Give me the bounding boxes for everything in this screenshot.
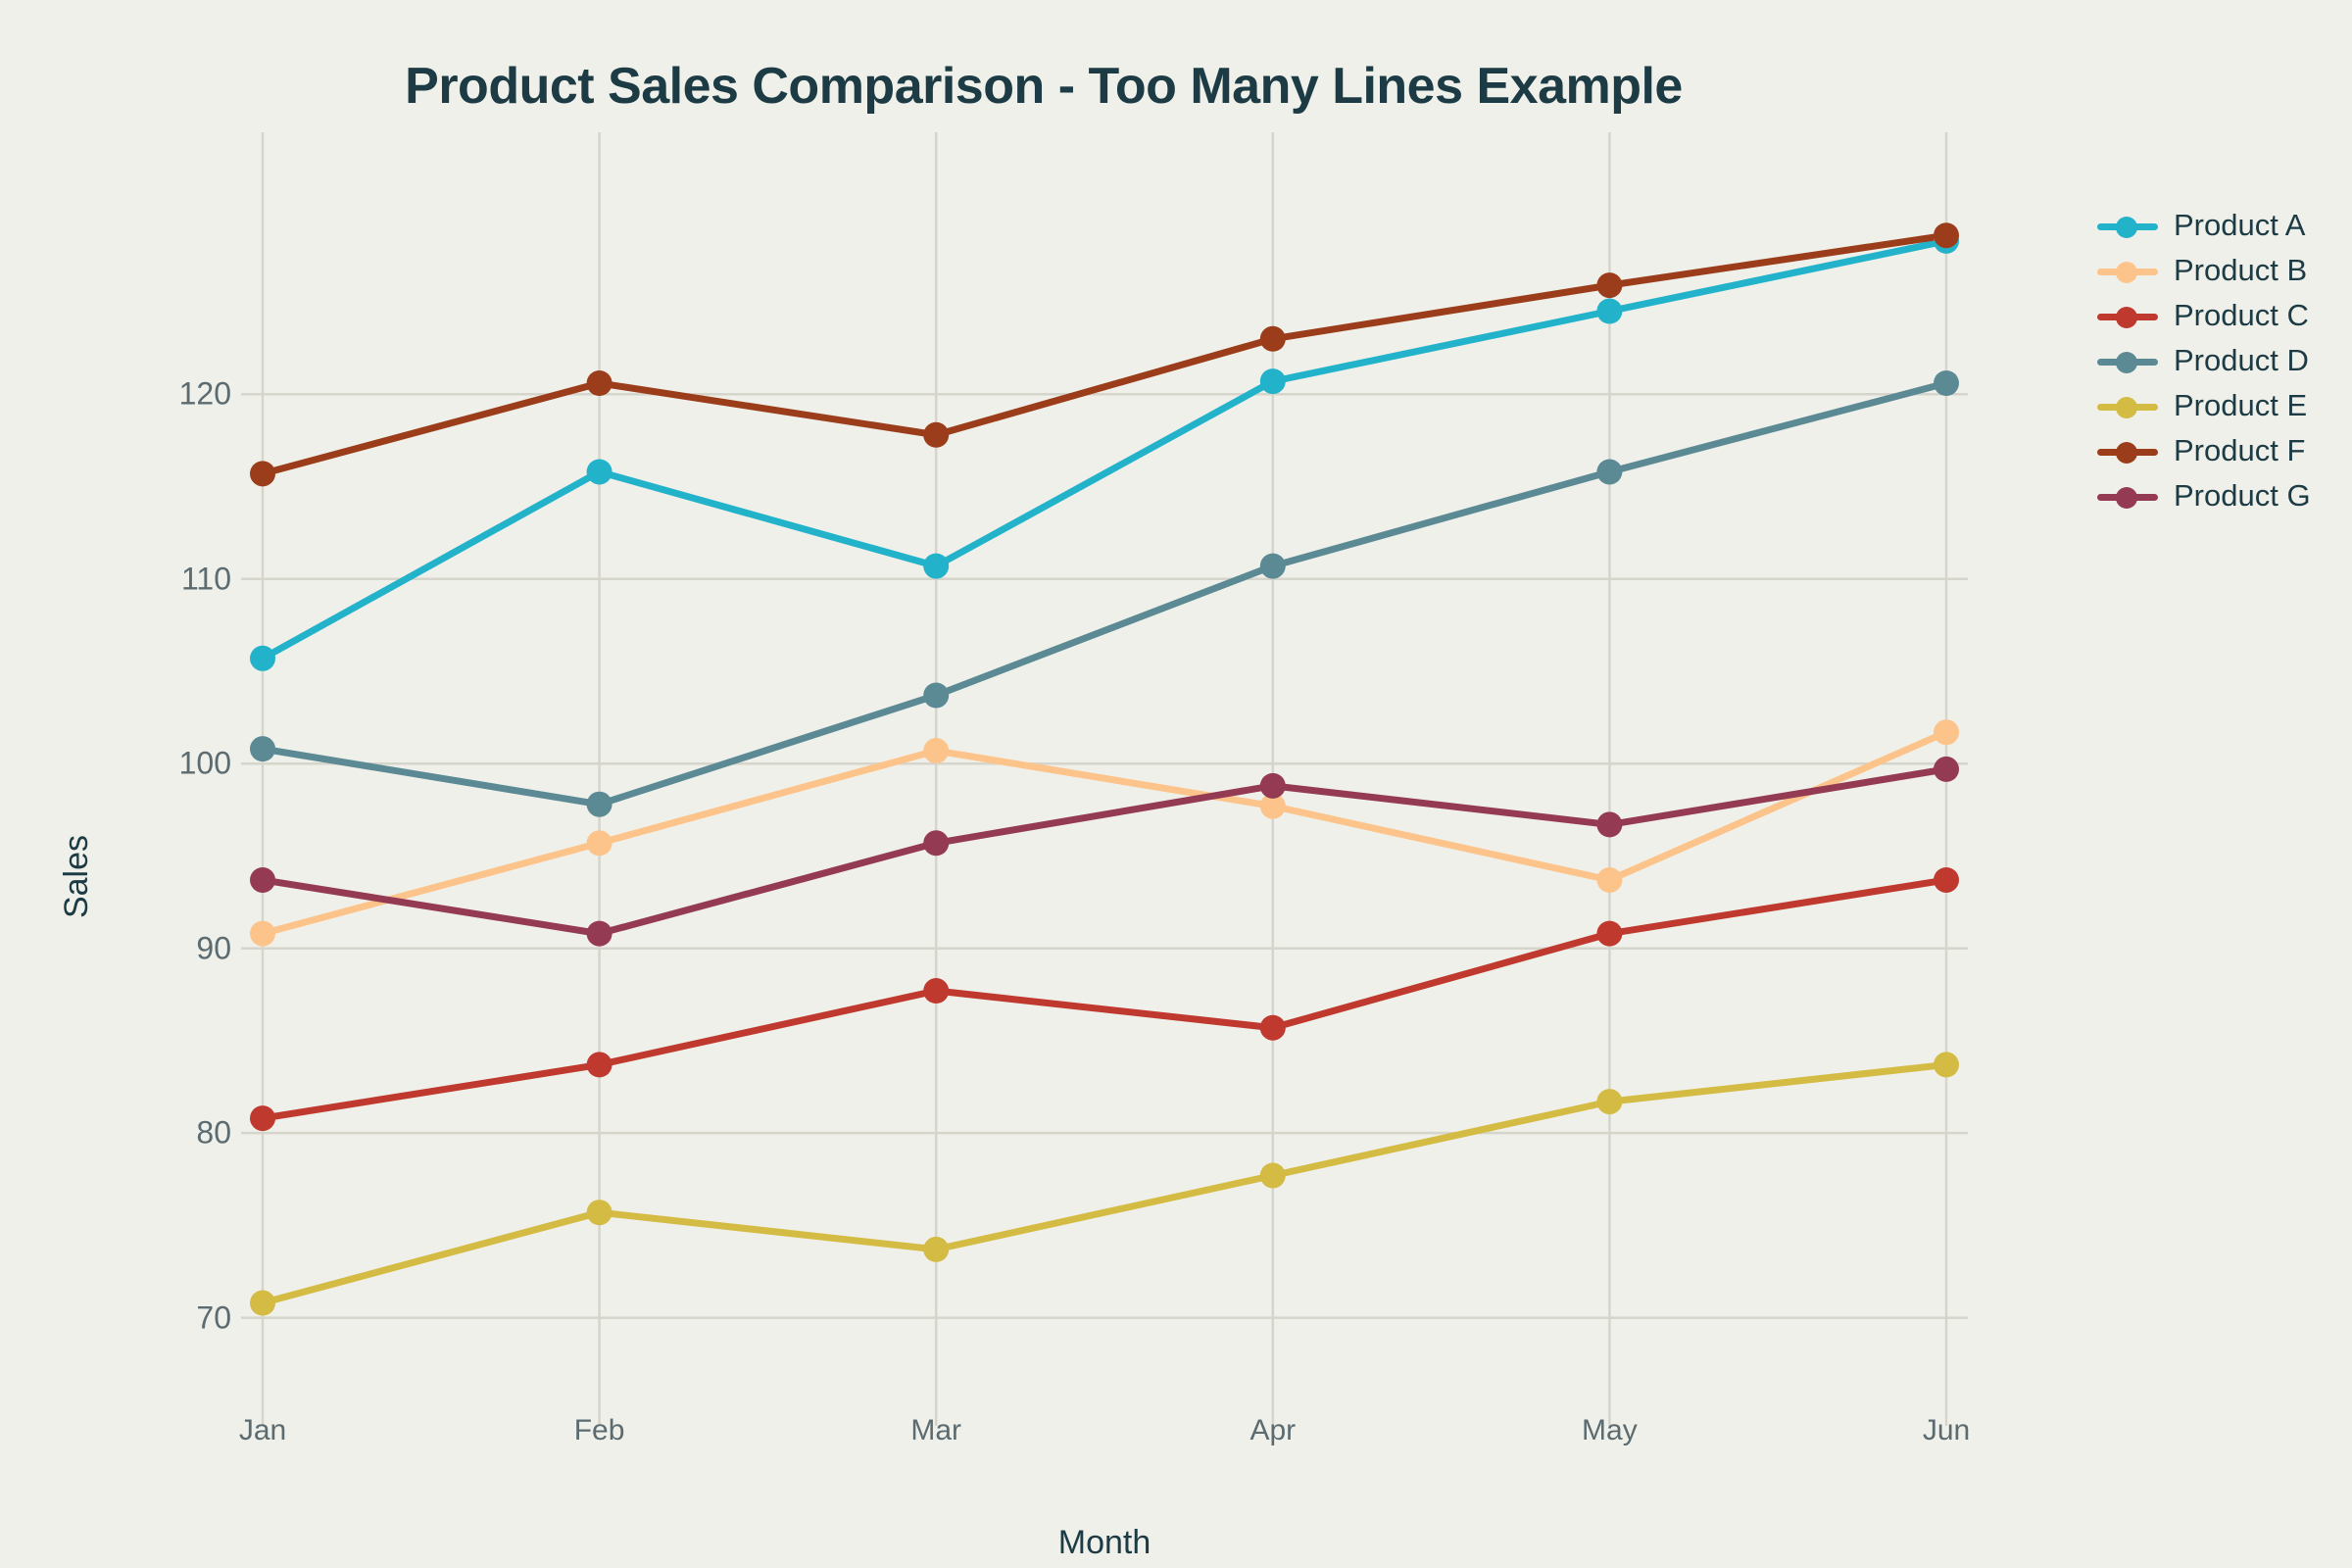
- series-line-product-d: [259, 379, 1950, 808]
- legend-label: Product D: [2174, 343, 2309, 377]
- x-axis-tick-label: Jun: [1922, 1414, 1971, 1446]
- series-line-product-b: [259, 728, 1950, 938]
- legend-marker-dot: [2116, 307, 2137, 328]
- data-point: [250, 920, 275, 947]
- series-line-product-c: [259, 876, 1950, 1122]
- legend-item-product-g[interactable]: Product G: [2097, 478, 2311, 513]
- x-axis-tick-label: May: [1582, 1414, 1638, 1446]
- series-line-product-a: [259, 237, 1950, 662]
- legend-item-product-e[interactable]: Product E: [2097, 388, 2311, 422]
- legend-swatch-icon: [2097, 348, 2158, 373]
- legend-marker-dot: [2116, 217, 2137, 238]
- legend-marker-dot: [2116, 397, 2137, 418]
- legend-item-product-f[interactable]: Product F: [2097, 433, 2311, 467]
- series-lines: [259, 231, 1950, 1307]
- data-point: [1596, 1089, 1623, 1115]
- data-point: [250, 461, 275, 487]
- legend-marker-dot: [2116, 487, 2137, 509]
- data-point: [1934, 756, 1959, 782]
- data-point: [1934, 222, 1959, 249]
- legend-label: Product A: [2174, 208, 2306, 242]
- legend-item-product-d[interactable]: Product D: [2097, 343, 2311, 377]
- data-point: [1596, 298, 1623, 324]
- chart-title: Product Sales Comparison - Too Many Line…: [405, 58, 1683, 115]
- data-point: [923, 553, 950, 579]
- legend-marker-dot: [2116, 262, 2137, 283]
- legend-label: Product E: [2174, 388, 2308, 422]
- data-point: [1259, 553, 1286, 579]
- legend-item-product-c[interactable]: Product C: [2097, 298, 2311, 332]
- series-line-product-f: [259, 231, 1950, 477]
- data-point: [1259, 793, 1286, 819]
- data-point: [1596, 272, 1623, 299]
- data-point: [1259, 772, 1286, 799]
- data-point: [1934, 866, 1959, 893]
- y-axis-tick-label: 110: [180, 561, 231, 597]
- data-point: [923, 421, 950, 448]
- legend-label: Product C: [2174, 298, 2309, 332]
- series-line-product-e: [259, 1060, 1950, 1307]
- data-point: [1596, 811, 1623, 838]
- data-point: [1259, 368, 1286, 395]
- legend-label: Product B: [2174, 253, 2308, 287]
- legend-swatch-icon: [2097, 438, 2158, 464]
- data-point: [1596, 920, 1623, 947]
- legend-label: Product F: [2174, 433, 2306, 467]
- chart-legend: Product A Product B Product C Product D Prod…: [2097, 208, 2311, 513]
- x-axis-tick-label: Jan: [238, 1414, 287, 1446]
- y-axis-tick-label: 80: [196, 1114, 231, 1151]
- data-point: [1596, 459, 1623, 485]
- legend-item-product-b[interactable]: Product B: [2097, 253, 2311, 287]
- legend-swatch-icon: [2097, 213, 2158, 238]
- data-point: [586, 920, 612, 947]
- series-line-product-g: [259, 765, 1950, 938]
- y-axis-tick-label: 90: [196, 930, 231, 966]
- legend-swatch-icon: [2097, 393, 2158, 418]
- data-point: [250, 1105, 275, 1132]
- data-point: [586, 791, 612, 817]
- data-point: [923, 1236, 950, 1262]
- data-point: [250, 736, 275, 762]
- data-point: [586, 830, 612, 857]
- legend-swatch-icon: [2097, 303, 2158, 328]
- x-axis-tick-label: Mar: [910, 1414, 962, 1446]
- data-point: [250, 645, 275, 671]
- legend-marker-dot: [2116, 352, 2137, 373]
- legend-label: Product G: [2174, 478, 2311, 513]
- series-markers: [250, 222, 1959, 1316]
- x-axis-tick-label: Feb: [573, 1414, 625, 1446]
- data-point: [1259, 1162, 1286, 1189]
- y-axis-tick-label: 100: [178, 745, 231, 781]
- y-axis-title: Sales: [58, 834, 96, 919]
- data-point: [1934, 1052, 1959, 1078]
- legend-swatch-icon: [2097, 258, 2158, 283]
- data-point: [1934, 370, 1959, 396]
- data-point: [586, 1200, 612, 1226]
- x-axis-title: Month: [1057, 1524, 1152, 1561]
- data-point: [586, 459, 612, 485]
- y-axis-tick-label: 120: [178, 375, 231, 412]
- data-point: [586, 1052, 612, 1078]
- y-axis-tick-label: 70: [196, 1299, 231, 1336]
- legend-marker-dot: [2116, 442, 2137, 464]
- legend-item-product-a[interactable]: Product A: [2097, 208, 2311, 242]
- data-point: [1259, 325, 1286, 352]
- data-point: [250, 1290, 275, 1316]
- data-point: [923, 682, 950, 709]
- data-point: [1934, 719, 1959, 746]
- legend-swatch-icon: [2097, 483, 2158, 509]
- data-point: [1259, 1014, 1286, 1041]
- data-point: [923, 738, 950, 764]
- data-point: [1596, 866, 1623, 893]
- data-point: [250, 866, 275, 893]
- plot-area: 70 80 90 100 110 120 Jan Feb Mar Apr May Jun Sales…: [58, 132, 1970, 1561]
- data-point: [923, 830, 950, 857]
- x-axis-tick-label: Apr: [1250, 1414, 1297, 1446]
- data-point: [586, 370, 612, 396]
- data-point: [923, 978, 950, 1004]
